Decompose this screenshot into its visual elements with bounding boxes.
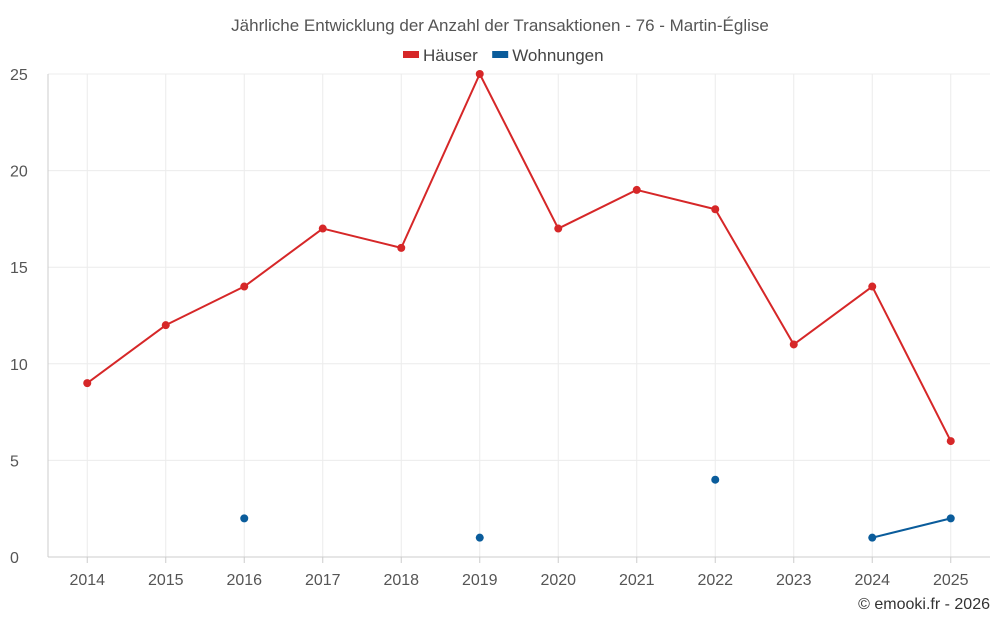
- data-point: [632, 185, 641, 194]
- data-point: [946, 514, 955, 523]
- x-tick-label: 2017: [305, 572, 341, 589]
- data-point: [711, 205, 720, 214]
- series-1: [240, 475, 955, 542]
- series-layer: [83, 70, 955, 542]
- x-tick-label: 2021: [619, 572, 655, 589]
- legend-swatch-1: [492, 51, 509, 58]
- x-tick-label: 2016: [226, 572, 262, 589]
- x-tick-label: 2022: [697, 572, 733, 589]
- data-point: [554, 224, 563, 233]
- data-point: [240, 514, 249, 523]
- data-point: [161, 321, 170, 330]
- series-line: [86, 73, 952, 442]
- x-tick-label: 2020: [540, 572, 576, 589]
- legend-swatch-0: [403, 51, 419, 58]
- data-point: [83, 379, 92, 388]
- data-point: [789, 340, 798, 349]
- x-tick-label: 2023: [776, 572, 812, 589]
- x-tick-label: 2025: [933, 572, 969, 589]
- data-point: [318, 224, 327, 233]
- y-tick-label: 10: [10, 357, 28, 374]
- y-tick-label: 0: [10, 550, 19, 567]
- chart-title: Jährliche Entwicklung der Anzahl der Tra…: [231, 16, 769, 35]
- y-tick-label: 25: [10, 67, 28, 84]
- y-tick-label: 20: [10, 164, 28, 181]
- series-0: [83, 70, 955, 446]
- grid: [48, 73, 990, 557]
- x-tick-label: 2015: [148, 572, 184, 589]
- legend-label-0: Häuser: [423, 46, 478, 65]
- series-line: [872, 517, 951, 539]
- data-point: [946, 437, 955, 446]
- data-point: [868, 533, 877, 542]
- data-point: [868, 282, 877, 291]
- data-point: [475, 70, 484, 78]
- data-point: [240, 282, 249, 291]
- data-point: [397, 243, 406, 252]
- x-tick-label: 2024: [854, 572, 890, 589]
- legend: Häuser Wohnungen: [403, 46, 604, 65]
- x-tick-label: 2014: [69, 572, 105, 589]
- x-tick-label: 2018: [383, 572, 419, 589]
- data-point: [475, 533, 484, 542]
- credit-text: © emooki.fr - 2026: [858, 596, 990, 613]
- x-tick-label: 2019: [462, 572, 498, 589]
- y-tick-label: 5: [10, 453, 19, 470]
- data-point: [711, 475, 720, 484]
- y-tick-label: 15: [10, 260, 28, 277]
- legend-label-1: Wohnungen: [512, 46, 603, 65]
